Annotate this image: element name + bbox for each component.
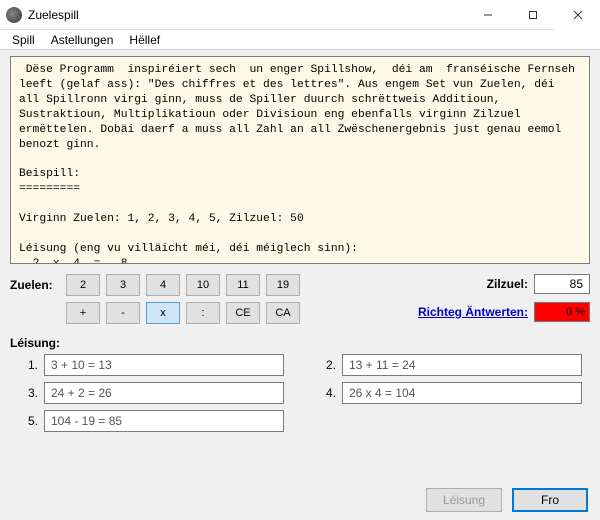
solution-input-3[interactable]: 24 + 2 = 26 [44,382,284,404]
answers-value: 0 % [534,302,590,322]
op-div-button[interactable]: : [186,302,220,324]
menu-spill[interactable]: Spill [4,31,43,49]
number-button-2[interactable]: 4 [146,274,180,296]
op-mul-button[interactable]: x [146,302,180,324]
maximize-button[interactable] [510,0,555,30]
solution-num: 4. [322,386,336,400]
numbers-label: Zuelen: [10,278,60,292]
operators-row: + - x : CE CA [66,302,400,324]
controls-right: Zilzuel: Richteg Äntwerten: 0 % [400,274,590,322]
number-button-5[interactable]: 19 [266,274,300,296]
solution-input-4[interactable]: 26 x 4 = 104 [342,382,582,404]
solution-grid: 1. 3 + 10 = 13 2. 13 + 11 = 24 3. 24 + 2… [10,354,590,432]
menu-hellef[interactable]: Hëllef [121,31,168,49]
solution-item-1: 1. 3 + 10 = 13 [24,354,284,376]
footer-buttons: Léisung Fro [10,482,590,512]
solution-input-1[interactable]: 3 + 10 = 13 [44,354,284,376]
menubar: Spill Astellungen Hëllef [0,30,600,50]
controls-row: Zuelen: 2 3 4 10 11 19 + - x : CE CA Zil… [10,274,590,324]
titlebar: Zuelespill [0,0,600,30]
app-icon [6,7,22,23]
solution-num: 2. [322,358,336,372]
ask-button[interactable]: Fro [512,488,588,512]
solution-item-3: 3. 24 + 2 = 26 [24,382,284,404]
controls-left: Zuelen: 2 3 4 10 11 19 + - x : CE CA [10,274,400,324]
minimize-button[interactable] [465,0,510,30]
op-minus-button[interactable]: - [106,302,140,324]
op-plus-button[interactable]: + [66,302,100,324]
target-row: Zilzuel: [400,274,590,294]
solution-input-5[interactable]: 104 - 19 = 85 [44,410,284,432]
solution-section: Léisung: 1. 3 + 10 = 13 2. 13 + 11 = 24 … [10,336,590,432]
number-button-0[interactable]: 2 [66,274,100,296]
op-ce-button[interactable]: CE [226,302,260,324]
answers-link[interactable]: Richteg Äntwerten: [418,305,528,319]
target-label: Zilzuel: [487,277,528,291]
menu-astellungen[interactable]: Astellungen [43,31,122,49]
answers-row: Richteg Äntwerten: 0 % [400,302,590,322]
target-input[interactable] [534,274,590,294]
solution-item-4: 4. 26 x 4 = 104 [322,382,582,404]
close-button[interactable] [555,0,600,30]
solution-item-5: 5. 104 - 19 = 85 [24,410,284,432]
numbers-row: Zuelen: 2 3 4 10 11 19 [10,274,400,296]
window-title: Zuelespill [28,8,79,22]
solution-input-2[interactable]: 13 + 11 = 24 [342,354,582,376]
number-button-4[interactable]: 11 [226,274,260,296]
number-button-1[interactable]: 3 [106,274,140,296]
description-box: Dëse Programm inspiréiert sech un enger … [10,56,590,264]
solution-num: 3. [24,386,38,400]
solve-button[interactable]: Léisung [426,488,502,512]
solution-num: 5. [24,414,38,428]
number-button-3[interactable]: 10 [186,274,220,296]
solution-num: 1. [24,358,38,372]
solution-item-2: 2. 13 + 11 = 24 [322,354,582,376]
solution-label: Léisung: [10,336,590,350]
op-ca-button[interactable]: CA [266,302,300,324]
client-area: Dëse Programm inspiréiert sech un enger … [0,50,600,520]
